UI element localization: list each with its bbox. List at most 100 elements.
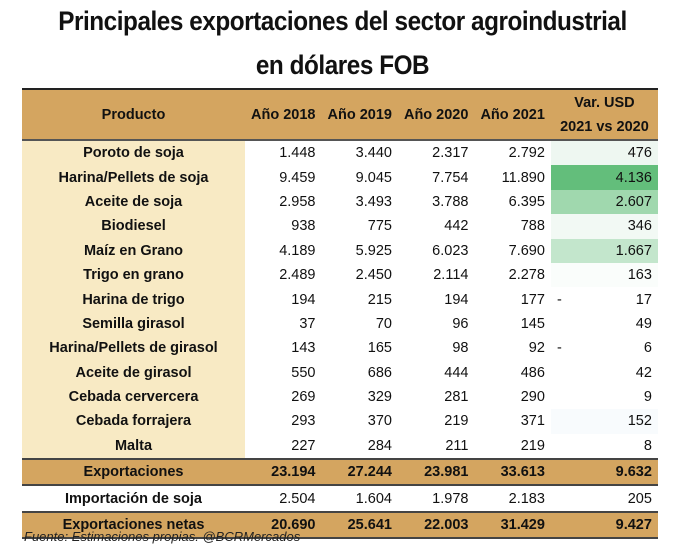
value-cell: 219 — [520, 437, 545, 454]
value-cell: 370 — [367, 413, 392, 430]
variation-cell: 8 — [550, 433, 658, 460]
variation-value: 2.607 — [615, 193, 652, 210]
variation-value: 49 — [635, 315, 652, 332]
variation-value: 346 — [627, 218, 652, 235]
value-cell: 2.489 — [279, 267, 316, 284]
value-cell: 70 — [375, 315, 392, 332]
variation-value: 152 — [627, 413, 652, 430]
variation-cell: 9 — [550, 384, 658, 410]
value-cell: 25.641 — [321, 510, 398, 540]
table-row: Semilla girasol 37 70 96 145 49 — [22, 311, 658, 337]
value-cell: 775 — [367, 218, 392, 235]
variation-cell: 9.427 — [550, 510, 658, 540]
value-cell: 194 — [291, 291, 316, 308]
product-cell: Malta — [22, 433, 245, 460]
value-cell: 31.429 — [474, 510, 551, 540]
value-cell: 2.450 — [355, 267, 392, 284]
variation-value: 9 — [643, 389, 652, 406]
value-cell: 194 — [444, 291, 469, 308]
value-cell: 442 — [444, 218, 469, 235]
value-cell: 686 — [367, 364, 392, 381]
variation-value: 9.632 — [615, 464, 652, 481]
title-line-1: Principales exportaciones del sector agr… — [58, 6, 627, 36]
value-cell: 1.448 — [279, 145, 316, 162]
value-cell: 281 — [444, 389, 469, 406]
value-cell: 27.244 — [321, 458, 398, 487]
product-cell: Cebada cervercera — [22, 384, 245, 410]
product-cell: Aceite de girasol — [22, 360, 245, 385]
table-row: Harina de trigo 194 215 194 177- 17 — [22, 287, 658, 312]
header-var-line1: Var. USD — [574, 94, 635, 111]
value-cell: 2.114 — [433, 267, 469, 284]
variation-value: 6 — [643, 340, 652, 357]
negative-sign: - — [556, 291, 562, 308]
variation-cell: 1.667 — [550, 238, 658, 263]
value-cell: 4.189 — [279, 242, 316, 259]
value-cell: 371 — [520, 413, 545, 430]
variation-value: 205 — [627, 490, 652, 507]
table-row: Exportaciones netas 20.690 25.641 22.003 31.… — [22, 510, 658, 540]
header-row: Producto Año 2018 Año 2019 Año 2020 Año … — [22, 88, 658, 141]
variation-cell: 346 — [550, 214, 658, 239]
value-cell: 788 — [520, 218, 545, 235]
value-cell: 1.978 — [397, 485, 475, 512]
header-product: Producto — [22, 88, 245, 141]
value-cell: 98 — [452, 340, 469, 357]
value-cell: 3.788 — [432, 193, 469, 210]
variation-cell: 205 — [550, 485, 658, 512]
header-2020: Año 2020 — [397, 88, 475, 141]
value-cell: 143 — [291, 340, 316, 357]
product-cell: Importación de soja — [22, 485, 245, 512]
value-cell: 7.690 — [508, 242, 545, 259]
value-cell: 269 — [291, 389, 316, 406]
product-cell: Harina/Pellets de girasol — [22, 336, 245, 361]
value-cell: 2.278 — [508, 267, 545, 284]
value-cell: 6.395 — [508, 193, 545, 210]
value-cell: 3.440 — [355, 145, 392, 162]
value-cell: 938 — [291, 218, 316, 235]
value-cell: 37 — [299, 315, 316, 332]
header-var: Var. USD 2021 vs 2020 — [550, 88, 658, 141]
product-cell: Biodiesel — [22, 214, 245, 239]
value-cell: 145 — [520, 315, 545, 332]
exports-table: Producto Año 2018 Año 2019 Año 2020 Año … — [22, 88, 658, 540]
variation-cell: 2.607 — [550, 189, 658, 215]
variation-value: 476 — [627, 145, 652, 162]
value-cell: 7.754 — [432, 169, 469, 186]
variation-value: 163 — [627, 267, 652, 284]
variation-value: 8 — [643, 437, 652, 454]
value-cell: 290 — [520, 389, 545, 406]
product-cell: Maíz en Grano — [22, 238, 245, 263]
title-line-2: en dólares FOB — [255, 50, 430, 80]
value-cell: 20.690 — [245, 510, 322, 540]
table-row: Importación de soja 2.504 1.604 1.978 2.183 2… — [22, 485, 658, 512]
value-cell: 215 — [367, 291, 392, 308]
value-cell: 444 — [444, 364, 469, 381]
header-2021: Año 2021 — [474, 88, 551, 141]
variation-cell: 163 — [550, 262, 658, 288]
value-cell: 1.604 — [321, 485, 398, 512]
table-row: Harina/Pellets de girasol 143 165 98 92-6 — [22, 336, 658, 361]
value-cell: 219 — [444, 413, 469, 430]
variation-cell: - 17 — [550, 287, 658, 312]
product-cell: Harina/Pellets de soja — [22, 165, 245, 190]
value-cell: 486 — [520, 364, 545, 381]
product-cell: Aceite de soja — [22, 189, 245, 215]
table-row: Exportaciones 23.194 27.244 23.981 33.613 9.6… — [22, 458, 658, 487]
value-cell: 22.003 — [397, 510, 475, 540]
value-cell: 96 — [452, 315, 469, 332]
table-row: Maíz en Grano 4.189 5.925 6.023 7.690 1.667 — [22, 238, 658, 263]
value-cell: 23.981 — [397, 458, 475, 487]
variation-cell: 476 — [550, 140, 658, 166]
value-cell: 284 — [367, 437, 392, 454]
value-cell: 227 — [291, 437, 316, 454]
variation-cell: 42 — [550, 360, 658, 385]
table-row: Aceite de girasol 550 686 444 486 42 — [22, 360, 658, 385]
product-cell: Poroto de soja — [22, 140, 245, 166]
variation-cell: 4.136 — [550, 165, 658, 190]
table-row: Biodiesel 938 775 442 788 346 — [22, 214, 658, 239]
value-cell: 3.493 — [355, 193, 392, 210]
negative-sign: - — [556, 340, 562, 357]
value-cell: 2.504 — [245, 485, 322, 512]
value-cell: 2.792 — [508, 145, 545, 162]
